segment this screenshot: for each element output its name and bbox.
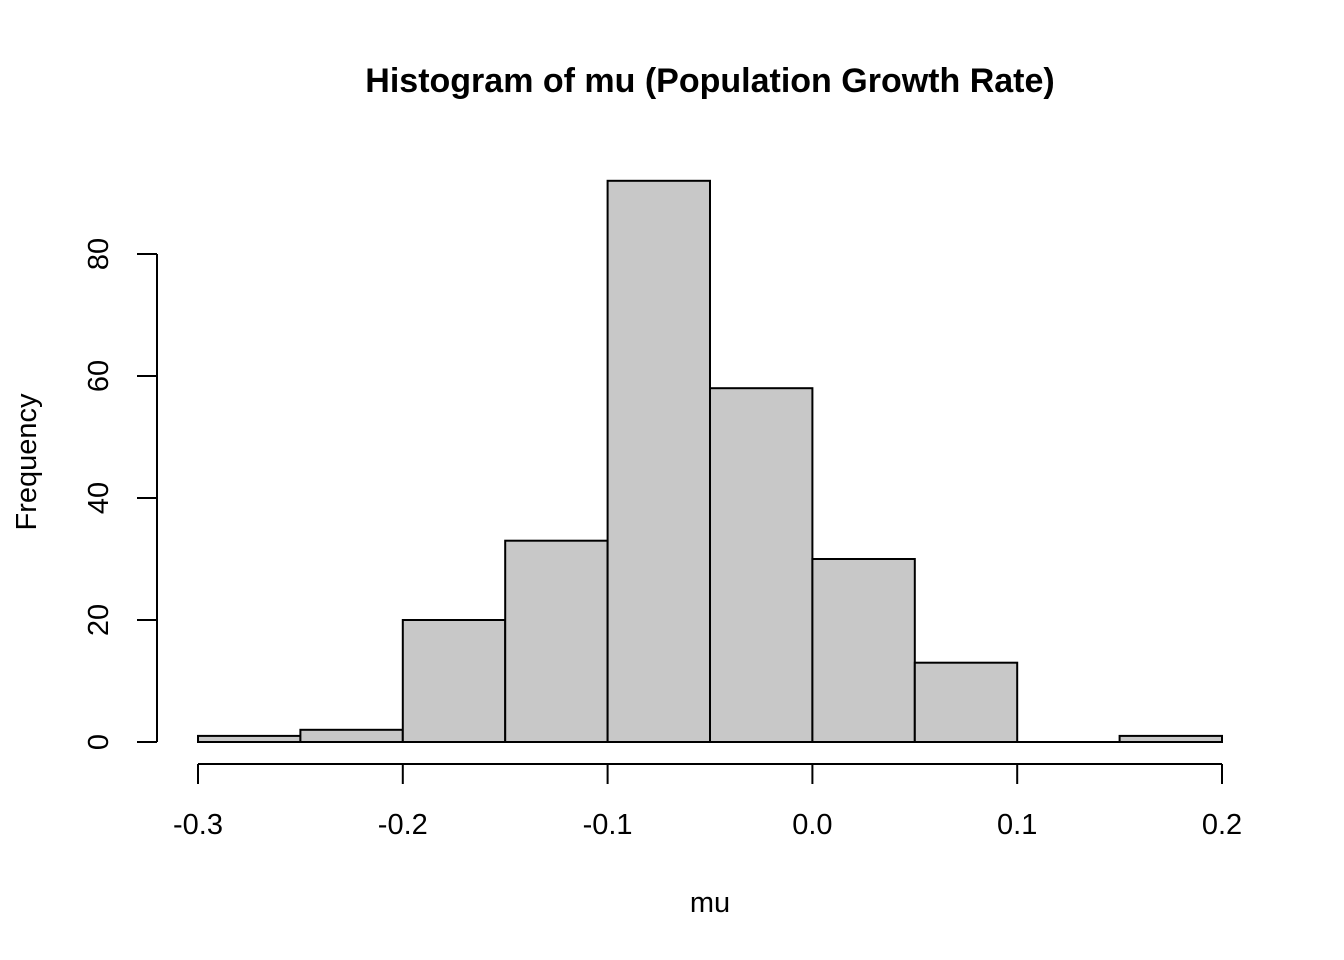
x-tick-label: -0.1 xyxy=(583,809,633,841)
y-tick-label: 40 xyxy=(83,482,115,514)
y-axis: 0 20 40 60 80 xyxy=(83,238,158,750)
histogram-bar xyxy=(1118,734,1223,744)
y-tick-label: 60 xyxy=(83,360,115,392)
histogram-bar xyxy=(197,734,302,744)
x-tick-label: -0.3 xyxy=(173,809,223,841)
histogram-bar xyxy=(299,728,404,743)
histogram-bar xyxy=(709,387,814,743)
y-axis-label: Frequency xyxy=(11,393,43,531)
histogram-bar xyxy=(401,619,507,743)
x-tick-label: 0.0 xyxy=(792,809,832,841)
histogram-bar xyxy=(811,558,916,743)
histogram-bar xyxy=(913,661,1019,744)
histogram-bar xyxy=(606,179,711,744)
histogram-bar xyxy=(504,539,609,744)
x-tick-label: -0.2 xyxy=(378,809,428,841)
x-axis-label: mu xyxy=(690,887,730,919)
x-axis: -0.3 -0.2 -0.1 0.0 0.1 0.2 xyxy=(173,763,1242,841)
x-tick-label: 0.1 xyxy=(997,809,1037,841)
y-tick-label: 20 xyxy=(83,604,115,636)
bars-group xyxy=(197,179,1223,744)
chart-title: Histogram of mu (Population Growth Rate) xyxy=(365,62,1054,100)
y-tick-label: 80 xyxy=(83,238,115,270)
y-tick-label: 0 xyxy=(83,734,115,750)
x-tick-label: 0.2 xyxy=(1202,809,1242,841)
